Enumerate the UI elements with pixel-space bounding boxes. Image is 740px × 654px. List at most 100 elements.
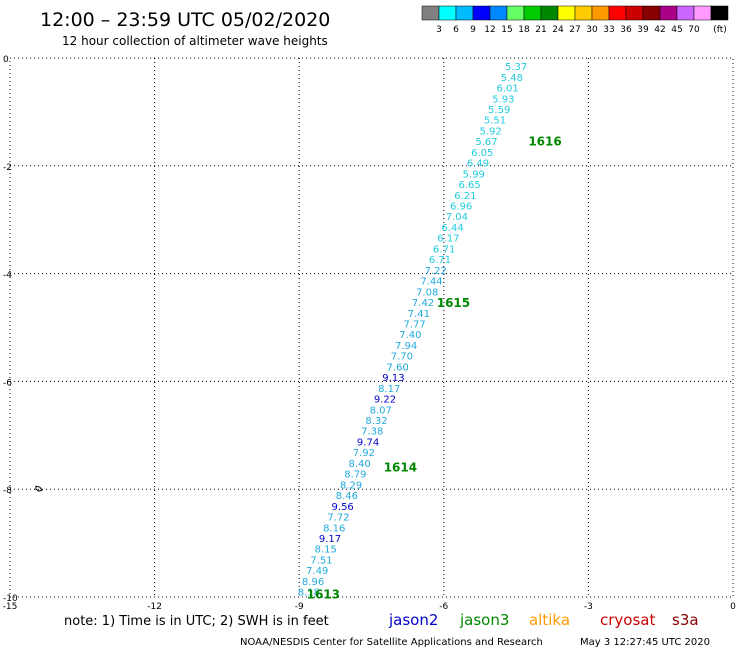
swh-value-label: 9.22 [374, 395, 396, 406]
swh-value-label: 7.51 [310, 555, 332, 566]
swh-value-label: 9.56 [332, 502, 354, 513]
swh-value-label: 7.92 [353, 448, 375, 459]
y-tick-label: -8 [3, 486, 12, 496]
footer-note: note: 1) Time is in UTC; 2) SWH is in fe… [64, 614, 329, 629]
swh-value-label: 7.60 [387, 362, 409, 373]
swh-value-label: 6.17 [437, 234, 459, 245]
colorbar-label: 6 [453, 25, 459, 35]
colorbar-swatch [472, 5, 491, 21]
swh-value-label: 7.42 [412, 298, 434, 309]
swh-value-label: 8.79 [344, 470, 366, 481]
colorbar-swatch [608, 5, 627, 21]
swh-value-label: 7.72 [327, 513, 349, 524]
swh-value-label: 7.70 [391, 352, 413, 363]
colorbar-label: 24 [552, 25, 564, 35]
colorbar-swatch [523, 5, 542, 21]
legend-cryosat: cryosat [600, 611, 655, 629]
swh-value-label: 8.16 [323, 523, 345, 534]
y-tick-label: -6 [3, 378, 12, 388]
colorbar-label: 39 [637, 25, 649, 35]
swh-value-label: 6.05 [471, 148, 493, 159]
swh-value-label: 8.29 [340, 480, 362, 491]
colorbar-swatch [693, 5, 712, 21]
footer-timestamp: May 3 12:27:45 UTC 2020 [580, 637, 710, 648]
time-label: 1613 [307, 587, 340, 601]
legend-jason3: jason3 [459, 611, 509, 629]
island-outline [35, 485, 43, 492]
swh-value-label: 5.92 [480, 126, 502, 137]
colorbar-label: 15 [501, 25, 512, 35]
swh-value-label: 7.22 [425, 266, 447, 277]
swh-value-label: 5.93 [492, 94, 514, 105]
legend-jason2: jason2 [388, 611, 438, 629]
colorbar-label: 3 [436, 25, 442, 35]
swh-value-label: 6.01 [497, 84, 519, 95]
x-tick-label: 0 [730, 602, 736, 612]
legend-altika: altika [529, 611, 570, 629]
colorbar-label: 12 [484, 25, 495, 35]
colorbar-label: 18 [518, 25, 530, 35]
chart-title: 12:00 – 23:59 UTC 05/02/2020 [40, 9, 330, 31]
swh-value-label: 5.37 [505, 62, 527, 73]
plot-frame [9, 57, 734, 598]
swh-value-label: 6.21 [454, 191, 476, 202]
colorbar-swatch [455, 5, 474, 21]
swh-value-label: 8.46 [336, 491, 358, 502]
time-label: 1614 [384, 461, 417, 475]
chart-subtitle: 12 hour collection of altimeter wave hei… [62, 34, 328, 48]
swh-value-label: 6.96 [450, 202, 472, 213]
y-tick-label: 0 [3, 55, 9, 65]
colorbar-swatch [506, 5, 525, 21]
swh-value-label: 8.07 [370, 405, 392, 416]
swh-value-label: 9.13 [382, 373, 404, 384]
swh-value-label: 7.94 [395, 341, 417, 352]
colorbar-swatch [642, 5, 661, 21]
swh-value-label: 6.65 [458, 180, 480, 191]
colorbar-swatch [625, 5, 644, 21]
swh-value-label: 5.99 [463, 169, 485, 180]
legend-s3a: s3a [672, 611, 699, 629]
y-tick-label: -10 [3, 594, 18, 604]
colorbar-unit: (ft) [713, 25, 727, 35]
colorbar-swatch [710, 5, 729, 21]
colorbar-swatch [659, 5, 678, 21]
swh-value-label: 7.44 [420, 277, 442, 288]
colorbar-label: 33 [603, 25, 614, 35]
colorbar-swatch [574, 5, 593, 21]
y-tick-label: -4 [3, 271, 12, 281]
swh-value-label: 5.51 [484, 116, 506, 127]
swh-value-label: 8.40 [348, 459, 370, 470]
colorbar-label: 70 [688, 25, 700, 35]
colorbar-swatch [557, 5, 576, 21]
swh-value-label: 7.77 [403, 319, 425, 330]
time-label: 1616 [528, 135, 561, 149]
swh-value-label: 7.49 [306, 566, 328, 577]
colorbar-label: 45 [671, 25, 682, 35]
swh-value-label: 8.32 [365, 416, 387, 427]
swh-value-label: 5.67 [475, 137, 497, 148]
colorbar-label: 30 [586, 25, 598, 35]
colorbar-swatch [438, 5, 457, 21]
colorbar-label: 36 [620, 25, 632, 35]
swh-value-label: 7.41 [408, 309, 430, 320]
time-label: 1615 [437, 296, 470, 310]
colorbar-swatch [591, 5, 610, 21]
swh-value-label: 8.17 [378, 384, 400, 395]
x-tick-label: -9 [295, 602, 304, 612]
swh-value-label: 9.17 [319, 534, 341, 545]
colorbar-label: 9 [470, 25, 476, 35]
swh-value-label: 7.08 [416, 287, 438, 298]
swh-value-label: 6.71 [433, 244, 455, 255]
swh-value-label: 7.38 [361, 427, 383, 438]
x-tick-label: -12 [147, 602, 162, 612]
satellite-legend: jason2 jason3 altika cryosat s3a [388, 611, 699, 629]
colorbar-swatch [421, 5, 440, 21]
swh-value-label: 6.49 [467, 159, 489, 170]
swh-value-label: 5.48 [501, 73, 523, 84]
colorbar-swatch [489, 5, 508, 21]
colorbar-swatch [540, 5, 559, 21]
footer-credit: NOAA/NESDIS Center for Satellite Applica… [240, 637, 543, 648]
x-tick-label: -3 [584, 602, 593, 612]
